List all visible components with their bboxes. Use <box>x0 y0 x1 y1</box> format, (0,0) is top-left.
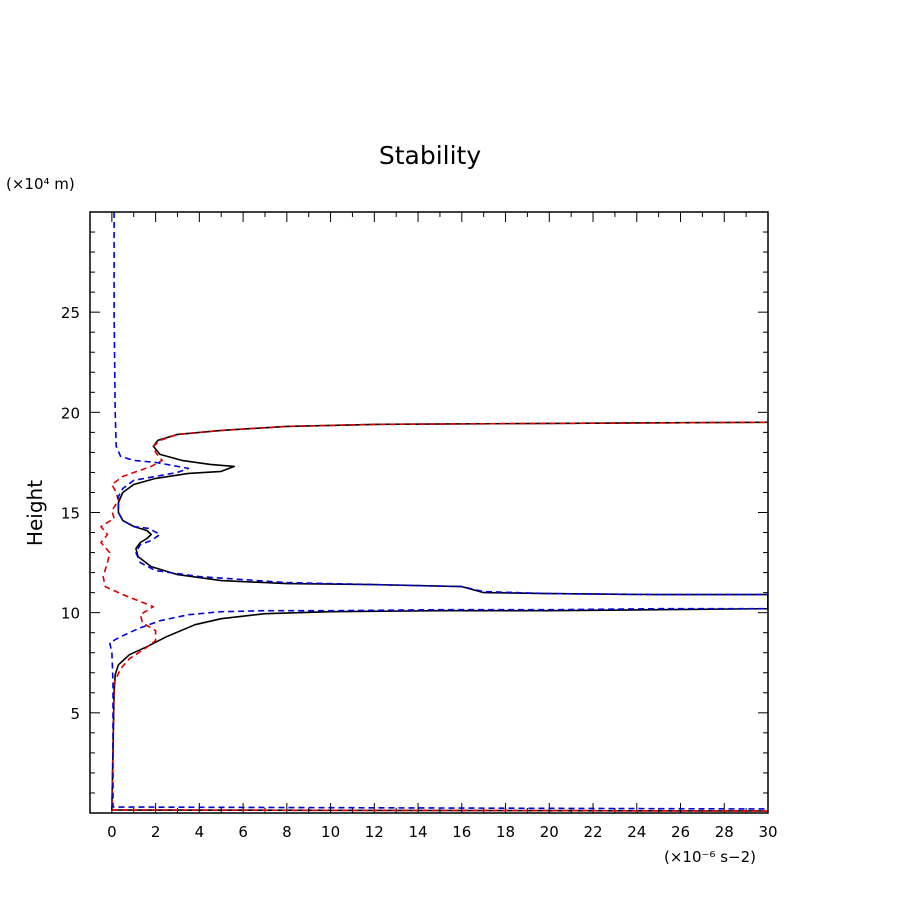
x-tick-label: 28 <box>715 823 734 841</box>
series-line-2 <box>100 421 768 812</box>
x-tick-label: 30 <box>758 823 777 841</box>
x-tick-label: 6 <box>238 823 248 841</box>
chart-title: Stability <box>379 141 482 170</box>
y-tick-label: 15 <box>61 505 80 523</box>
x-tick-label: 4 <box>195 823 205 841</box>
y-tick-label: 20 <box>61 404 80 422</box>
y-axis-label: Height <box>23 480 47 546</box>
y-tick-label: 5 <box>70 705 80 723</box>
x-tick-label: 18 <box>496 823 515 841</box>
x-tick-label: 20 <box>540 823 559 841</box>
x-tick-label: 8 <box>282 823 292 841</box>
x-tick-label: 10 <box>321 823 340 841</box>
x-tick-label: 24 <box>627 823 646 841</box>
plot-lines <box>100 212 768 812</box>
x-tick-label: 16 <box>452 823 471 841</box>
x-tick-label: 12 <box>365 823 384 841</box>
series-line-1 <box>111 421 768 812</box>
x-tick-label: 14 <box>409 823 428 841</box>
plot-frame <box>89 211 769 814</box>
y-tick-label: 10 <box>61 605 80 623</box>
y-axis-unit: (×10⁴ m) <box>6 175 75 193</box>
x-tick-label: 2 <box>151 823 161 841</box>
y-tick-label: 25 <box>61 304 80 322</box>
x-tick-label: 26 <box>671 823 690 841</box>
series-line-3 <box>108 212 768 810</box>
x-axis-unit: (×10⁻⁶ s−2) <box>664 848 756 866</box>
axis-ticks <box>89 211 769 813</box>
x-tick-label: 0 <box>107 823 117 841</box>
x-tick-label: 22 <box>583 823 602 841</box>
